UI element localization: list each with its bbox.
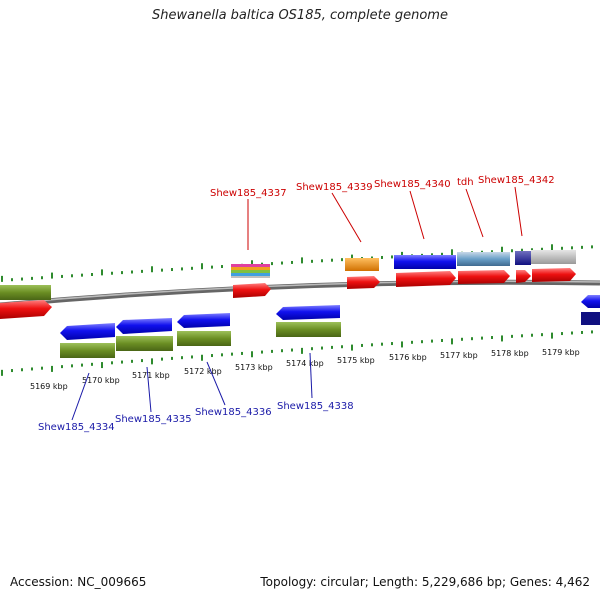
reverse-gene[interactable]	[276, 305, 340, 320]
reverse-features	[60, 312, 600, 358]
gene-label[interactable]: Shew185_4340	[374, 179, 451, 190]
map-title: Shewanella baltica OS185, complete genom…	[152, 8, 448, 23]
accession-text: Accession: NC_009665	[10, 575, 147, 589]
forward-gene[interactable]	[0, 300, 52, 319]
gene-label[interactable]: tdh	[457, 177, 474, 188]
scale-label: 5179 kbp	[542, 348, 580, 357]
forward-gene[interactable]	[233, 283, 271, 298]
scale-label: 5170 kbp	[82, 376, 120, 385]
forward-gene[interactable]	[396, 271, 456, 287]
multicolor-feature[interactable]	[231, 264, 270, 278]
forward-genes	[0, 268, 576, 319]
gene-label[interactable]: Shew185_4338	[277, 401, 354, 412]
scale-label: 5173 kbp	[235, 363, 273, 372]
cds-feature[interactable]	[177, 331, 231, 346]
navy-feature[interactable]	[515, 251, 531, 265]
scale-label: 5172 kbp	[184, 367, 222, 376]
scale-label: 5175 kbp	[337, 356, 375, 365]
blue-feature[interactable]	[394, 255, 456, 269]
forward-gene[interactable]	[532, 268, 576, 282]
steel-feature[interactable]	[457, 252, 510, 266]
forward-gene[interactable]	[347, 276, 380, 289]
gene-label[interactable]: Shew185_4337	[210, 188, 287, 199]
scale-label: 5176 kbp	[389, 353, 427, 362]
cds-feature[interactable]	[116, 336, 173, 351]
forward-features	[0, 250, 576, 300]
gene-label[interactable]: Shew185_4339	[296, 182, 373, 193]
reverse-gene[interactable]	[177, 313, 230, 328]
grey-feature[interactable]	[531, 250, 576, 264]
scale-label: 5171 kbp	[132, 371, 170, 380]
reverse-genes	[60, 295, 600, 340]
gene-label[interactable]: Shew185_4334	[38, 422, 115, 433]
reverse-gene[interactable]	[116, 318, 172, 334]
scale-label: 5169 kbp	[30, 382, 68, 391]
scale-label: 5174 kbp	[286, 359, 324, 368]
topology-summary: Topology: circular; Length: 5,229,686 bp…	[260, 575, 590, 589]
scale-label: 5177 kbp	[440, 351, 478, 360]
navy-feature[interactable]	[581, 312, 600, 325]
scale-label: 5178 kbp	[491, 349, 529, 358]
forward-gene[interactable]	[516, 270, 531, 283]
cds-feature[interactable]	[60, 343, 115, 358]
gene-label[interactable]: Shew185_4342	[478, 175, 555, 186]
gene-label[interactable]: Shew185_4335	[115, 414, 192, 425]
forward-gene[interactable]	[458, 270, 510, 284]
cds-feature[interactable]	[276, 322, 341, 337]
forward-labels: Shew185_4337 Shew185_4339 Shew185_4340 t…	[210, 175, 555, 250]
cds-feature[interactable]	[0, 285, 51, 300]
reverse-labels: Shew185_4334 Shew185_4335 Shew185_4336 S…	[38, 352, 354, 433]
reverse-gene[interactable]	[581, 295, 600, 308]
tick-row-bottom	[1, 330, 593, 376]
scale-labels: 5169 kbp 5170 kbp 5171 kbp 5172 kbp 5173…	[30, 348, 580, 391]
reverse-gene[interactable]	[60, 323, 115, 340]
orange-feature[interactable]	[345, 258, 379, 271]
gene-label[interactable]: Shew185_4336	[195, 407, 272, 418]
